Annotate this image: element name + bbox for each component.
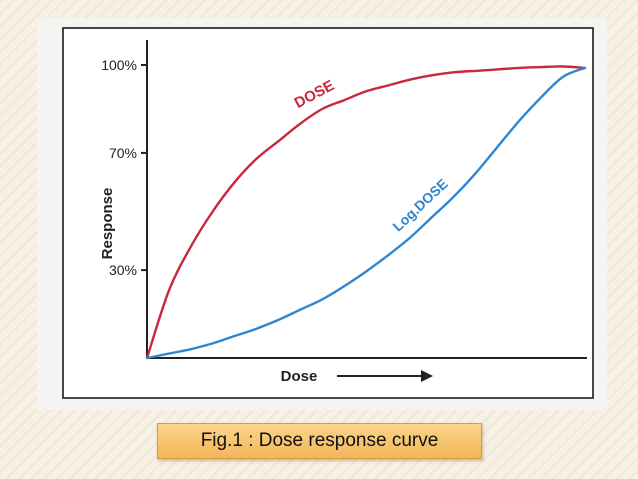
series-line-log-dose xyxy=(145,66,587,360)
chart-photo: 100% 70% 30% Response Dose DOSE Log.DOSE xyxy=(37,18,607,410)
x-axis-arrow-head xyxy=(421,370,433,382)
y-tick-label: 30% xyxy=(109,262,137,278)
x-axis-title: Dose xyxy=(281,368,318,385)
y-tick-label: 100% xyxy=(101,57,137,73)
y-tick-label: 70% xyxy=(109,145,137,161)
series-line-dose xyxy=(145,65,587,360)
y-axis-title: Response xyxy=(99,188,116,260)
caption-box: Fig.1 : Dose response curve xyxy=(157,423,482,459)
chart-frame xyxy=(62,27,594,399)
figure-caption: Fig.1 : Dose response curve xyxy=(200,430,439,451)
